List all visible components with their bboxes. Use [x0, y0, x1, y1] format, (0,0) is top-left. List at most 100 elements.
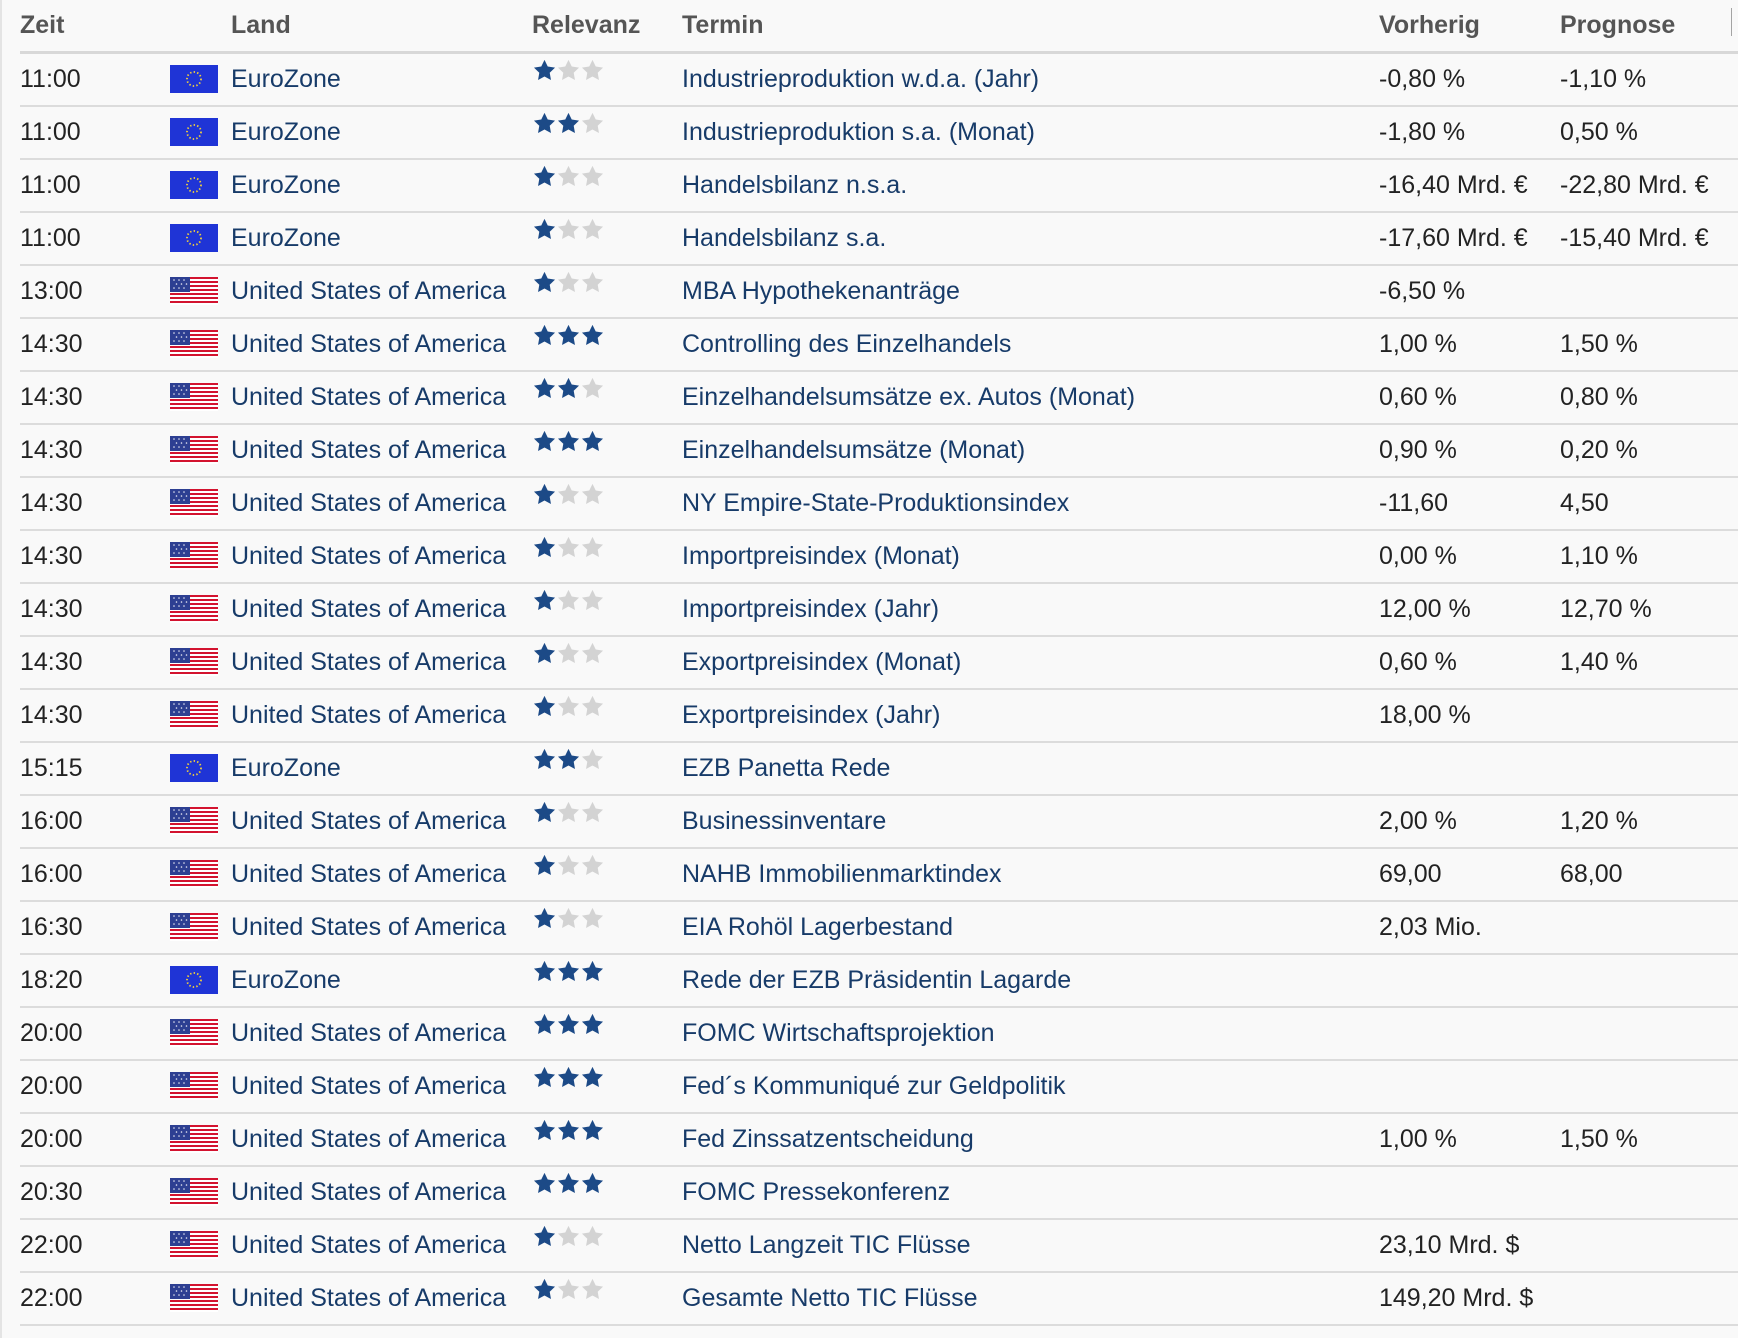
table-row[interactable]: 16:00 United States of America NAHB Immo…	[20, 848, 1738, 902]
previous-value: -6,50 %	[1379, 265, 1560, 319]
time-column-header[interactable]: Zeit	[20, 0, 170, 54]
flag-column-header	[170, 0, 231, 54]
table-row[interactable]: 14:30 United States of America Importpre…	[20, 583, 1738, 637]
table-row[interactable]: 13:00 United States of America MBA Hypot…	[20, 265, 1738, 319]
event-link[interactable]: Handelsbilanz n.s.a.	[682, 171, 908, 199]
us-flag-icon	[170, 648, 218, 677]
table-row[interactable]: 14:30 United States of America Exportpre…	[20, 636, 1738, 690]
event-link[interactable]: EZB Panetta Rede	[682, 754, 891, 782]
country-cell: United States of America	[231, 318, 532, 372]
table-row[interactable]: 14:30 United States of America NY Empire…	[20, 477, 1738, 531]
event-link[interactable]: Businessinventare	[682, 807, 887, 835]
country-link[interactable]: United States of America	[231, 542, 507, 570]
country-link[interactable]: United States of America	[231, 648, 507, 676]
event-link[interactable]: NY Empire-State-Produktionsindex	[682, 489, 1070, 517]
table-row[interactable]: 14:30 United States of America Einzelhan…	[20, 371, 1738, 425]
table-row[interactable]: 18:20 EuroZone Rede der EZB Präsidentin …	[20, 954, 1738, 1008]
table-row[interactable]: 15:15 EuroZone EZB Panetta Rede	[20, 742, 1738, 796]
event-link[interactable]: Importpreisindex (Jahr)	[682, 595, 940, 623]
table-row[interactable]: 14:30 United States of America Importpre…	[20, 530, 1738, 584]
country-link[interactable]: United States of America	[231, 807, 507, 835]
country-link[interactable]: United States of America	[231, 1231, 507, 1259]
forecast-column-header[interactable]: Prognose	[1560, 0, 1738, 54]
event-link[interactable]: Einzelhandelsumsätze ex. Autos (Monat)	[682, 383, 1136, 411]
forecast-value	[1560, 1007, 1738, 1061]
table-row[interactable]: 11:00 EuroZone Handelsbilanz n.s.a. -16,4…	[20, 159, 1738, 213]
country-link[interactable]: United States of America	[231, 489, 507, 517]
country-link[interactable]: EuroZone	[231, 171, 341, 199]
country-link[interactable]: United States of America	[231, 913, 507, 941]
table-row[interactable]: 16:30 United States of America EIA Rohöl…	[20, 901, 1738, 955]
empty-star-icon	[580, 111, 605, 136]
relevance-stars	[532, 747, 604, 772]
us-flag-icon	[170, 436, 218, 465]
event-link[interactable]: Industrieproduktion w.d.a. (Jahr)	[682, 65, 1040, 93]
event-link[interactable]: Netto Langzeit TIC Flüsse	[682, 1231, 971, 1259]
filled-star-icon	[532, 853, 557, 878]
event-link[interactable]: Fed´s Kommuniqué zur Geldpolitik	[682, 1072, 1066, 1100]
event-link[interactable]: FOMC Pressekonferenz	[682, 1178, 951, 1206]
table-row[interactable]: 20:00 United States of America Fed´s Kom…	[20, 1060, 1738, 1114]
event-link[interactable]: MBA Hypothekenanträge	[682, 277, 960, 305]
table-row[interactable]: 11:00 EuroZone Handelsbilanz s.a. -17,60 …	[20, 212, 1738, 266]
relevance-column-header[interactable]: Relevanz	[532, 0, 682, 54]
country-link[interactable]: United States of America	[231, 1019, 507, 1047]
country-link[interactable]: EuroZone	[231, 966, 341, 994]
event-link[interactable]: Importpreisindex (Monat)	[682, 542, 960, 570]
eu-flag-icon	[170, 171, 218, 200]
country-link[interactable]: United States of America	[231, 701, 507, 729]
event-link[interactable]: Controlling des Einzelhandels	[682, 330, 1012, 358]
country-column-header[interactable]: Land	[231, 0, 532, 54]
table-row[interactable]: 11:00 EuroZone Industrieproduktion w.d.a…	[20, 52, 1738, 107]
time-cell: 20:00	[20, 1007, 170, 1061]
table-row[interactable]: 14:30 United States of America Controlli…	[20, 318, 1738, 372]
forecast-value	[1560, 1219, 1738, 1273]
country-link[interactable]: United States of America	[231, 1284, 507, 1312]
country-link[interactable]: United States of America	[231, 860, 507, 888]
country-link[interactable]: United States of America	[231, 330, 507, 358]
table-row[interactable]: 20:30 United States of America FOMC Pres…	[20, 1166, 1738, 1220]
country-link[interactable]: United States of America	[231, 383, 507, 411]
country-link[interactable]: EuroZone	[231, 754, 341, 782]
event-cell: Importpreisindex (Jahr)	[682, 583, 1379, 637]
country-link[interactable]: United States of America	[231, 277, 507, 305]
table-row[interactable]: 22:00 United States of America Gesamte N…	[20, 1272, 1738, 1326]
country-link[interactable]: United States of America	[231, 1178, 507, 1206]
event-link[interactable]: Handelsbilanz s.a.	[682, 224, 887, 252]
event-link[interactable]: FOMC Wirtschaftsprojektion	[682, 1019, 995, 1047]
event-link[interactable]: EIA Rohöl Lagerbestand	[682, 913, 954, 941]
event-link[interactable]: Rede der EZB Präsidentin Lagarde	[682, 966, 1072, 994]
filled-star-icon	[532, 164, 557, 189]
country-link[interactable]: EuroZone	[231, 118, 341, 146]
event-link[interactable]: Exportpreisindex (Jahr)	[682, 701, 941, 729]
previous-column-header[interactable]: Vorherig	[1379, 0, 1560, 54]
table-row[interactable]: 20:00 United States of America Fed Zinss…	[20, 1113, 1738, 1167]
empty-star-icon	[556, 482, 581, 507]
event-link[interactable]: Gesamte Netto TIC Flüsse	[682, 1284, 978, 1312]
event-column-header[interactable]: Termin	[682, 0, 1379, 54]
event-link[interactable]: Industrieproduktion s.a. (Monat)	[682, 118, 1035, 146]
us-flag-icon	[170, 330, 218, 359]
country-link[interactable]: United States of America	[231, 1125, 507, 1153]
country-link[interactable]: EuroZone	[231, 65, 341, 93]
event-link[interactable]: Einzelhandelsumsätze (Monat)	[682, 436, 1026, 464]
table-row[interactable]: 14:30 United States of America Exportpre…	[20, 689, 1738, 743]
country-link[interactable]: United States of America	[231, 1072, 507, 1100]
table-row[interactable]: 22:00 United States of America Netto Lan…	[20, 1219, 1738, 1273]
event-link[interactable]: NAHB Immobilienmarktindex	[682, 860, 1002, 888]
table-header: Zeit Land Relevanz Termin Vorherig Progn…	[20, 0, 1738, 54]
flag-cell	[170, 265, 231, 319]
event-link[interactable]: Exportpreisindex (Monat)	[682, 648, 962, 676]
table-row[interactable]: 16:00 United States of America Businessi…	[20, 795, 1738, 849]
country-link[interactable]: United States of America	[231, 436, 507, 464]
country-link[interactable]: EuroZone	[231, 224, 341, 252]
forecast-value: 68,00	[1560, 848, 1738, 902]
previous-value: -16,40 Mrd. €	[1379, 159, 1560, 213]
table-row[interactable]: 20:00 United States of America FOMC Wirt…	[20, 1007, 1738, 1061]
event-link[interactable]: Fed Zinssatzentscheidung	[682, 1125, 974, 1153]
table-row[interactable]: 11:00 EuroZone Industrieproduktion s.a. …	[20, 106, 1738, 160]
relevance-cell	[532, 106, 682, 160]
filled-star-icon	[580, 1171, 605, 1196]
table-row[interactable]: 14:30 United States of America Einzelhan…	[20, 424, 1738, 478]
country-link[interactable]: United States of America	[231, 595, 507, 623]
